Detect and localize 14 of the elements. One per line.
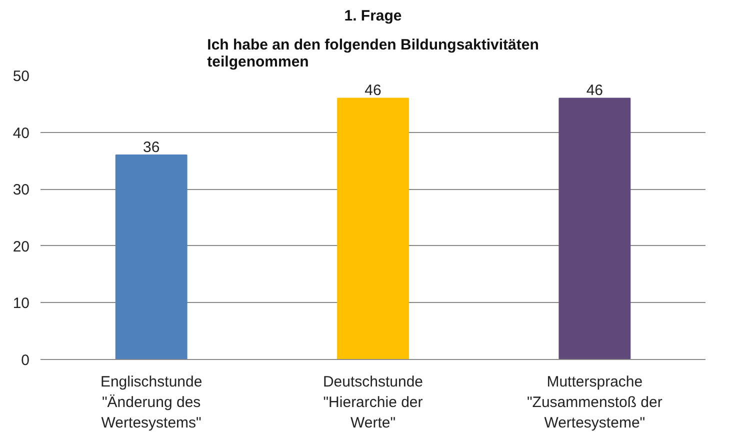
chart-title: 1. Frage: [344, 8, 402, 24]
y-tick-label: 10: [12, 295, 30, 312]
data-label: 36: [142, 139, 160, 156]
y-tick-label: 0: [21, 352, 30, 369]
x-tick-label: Deutschstunde "Hierarchie der Werte": [322, 374, 424, 432]
data-label: 46: [364, 82, 382, 100]
y-tick-label: 30: [12, 182, 30, 199]
y-tick-label: 40: [12, 124, 30, 142]
y-tick-label: 50: [12, 68, 30, 85]
y-tick-label: 20: [12, 238, 30, 256]
x-tick-label: Muttersprache "Zusammenstoß der Wertesysteme": [526, 374, 662, 432]
x-tick-label: Englischstunde "Änderung des Wertesystems": [100, 374, 202, 432]
chart-subtitle: Ich habe an den folgenden Bildungsaktivitäten teilgenommen: [207, 36, 539, 70]
data-label: 46: [586, 82, 604, 100]
